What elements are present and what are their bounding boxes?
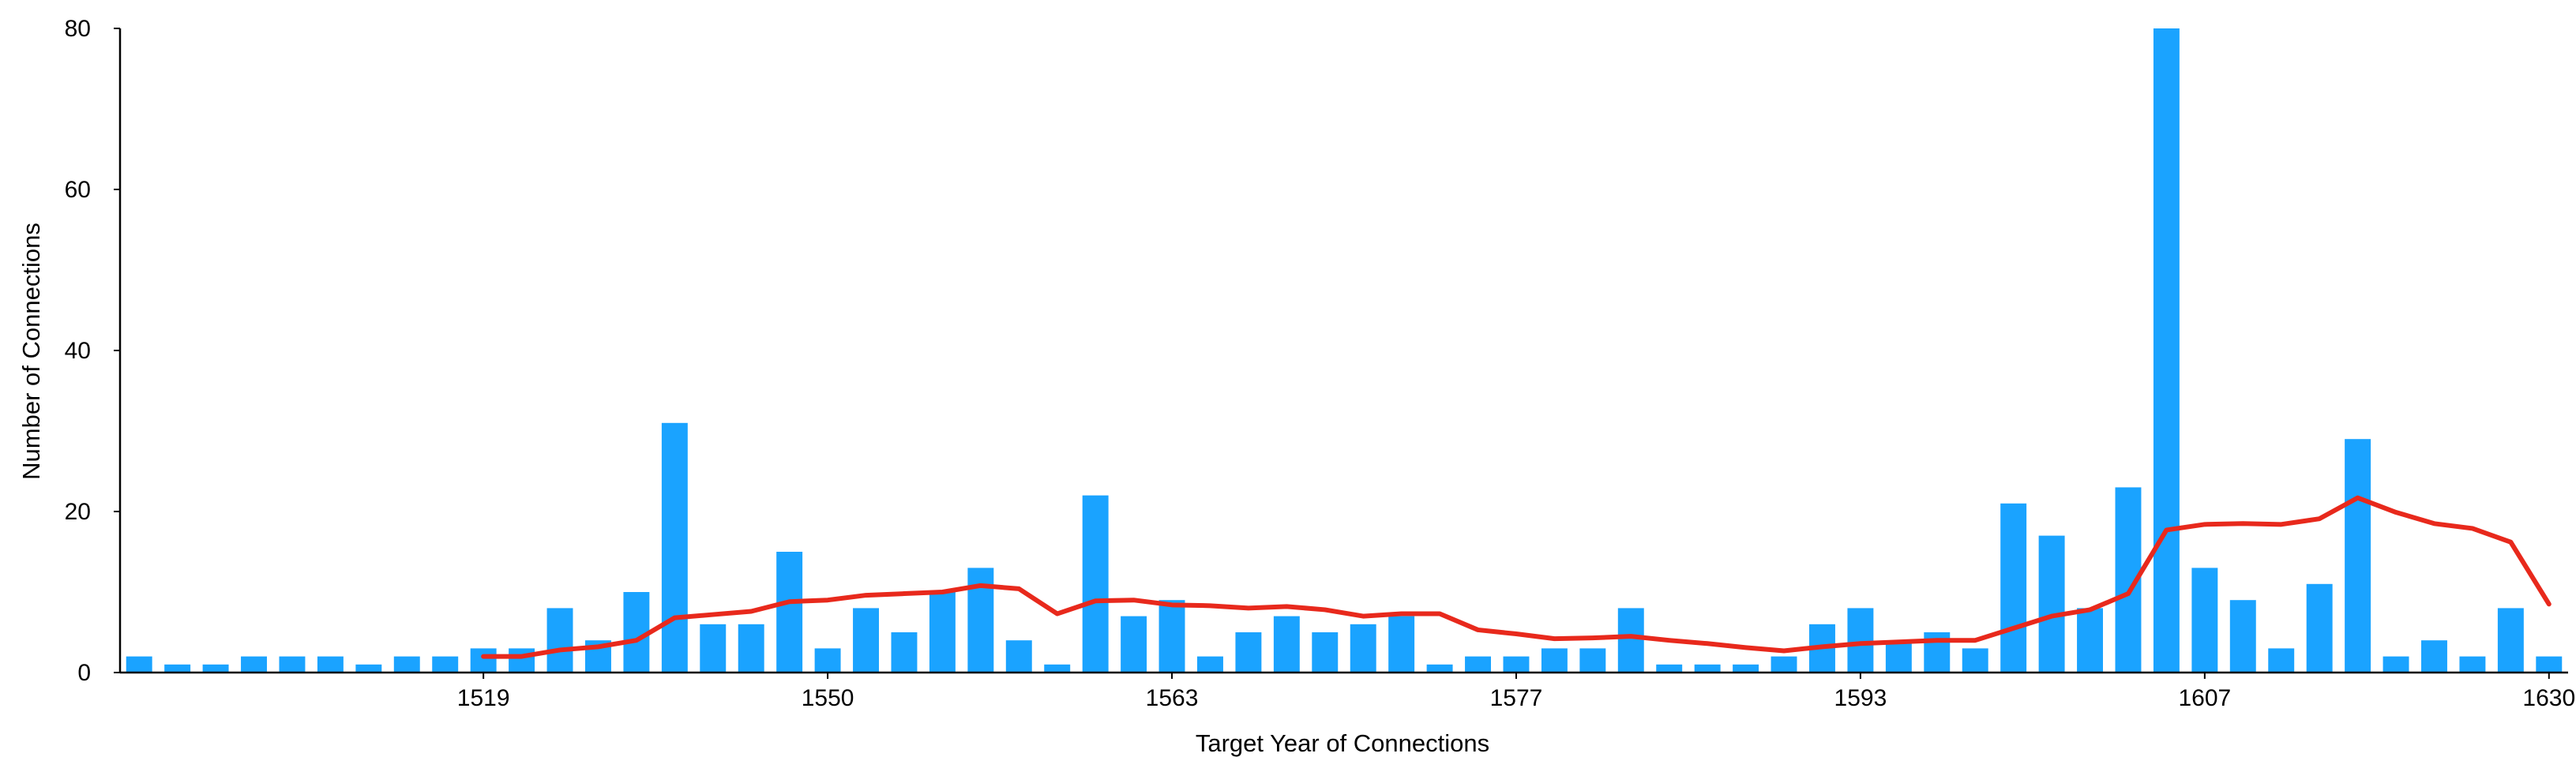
bar-58: [2345, 439, 2371, 673]
bar-54: [2191, 568, 2218, 673]
bar-62: [2497, 608, 2524, 673]
bar-40: [1656, 664, 1683, 673]
bar-27: [1158, 600, 1185, 673]
bar-35: [1465, 656, 1491, 673]
bar-5: [317, 656, 344, 673]
x-tick-label-1519: 1519: [457, 685, 510, 711]
y-tick-label-60: 60: [65, 177, 91, 203]
bar-4: [279, 656, 306, 673]
bar-16: [738, 624, 764, 673]
y-tick-label-80: 80: [65, 16, 91, 42]
bar-39: [1617, 608, 1644, 673]
bar-24: [1044, 664, 1071, 673]
bar-45: [1847, 608, 1874, 673]
y-ticks-group: 0 20 40 60 80: [65, 16, 120, 686]
bar-15: [700, 624, 727, 673]
bar-21: [929, 592, 956, 673]
bar-51: [2077, 608, 2103, 673]
bar-32: [1350, 624, 1376, 673]
bar-13: [623, 592, 650, 673]
bar-19: [853, 608, 879, 673]
bar-31: [1312, 632, 1339, 673]
bar-25: [1082, 495, 1109, 673]
bar-3: [241, 656, 267, 673]
x-tick-label-1563: 1563: [1146, 685, 1199, 711]
bar-60: [2421, 640, 2447, 673]
bar-34: [1426, 664, 1453, 673]
bar-46: [1885, 640, 1912, 673]
x-tick-label-1593: 1593: [1834, 685, 1887, 711]
bar-28: [1197, 656, 1223, 673]
bar-37: [1541, 648, 1568, 673]
bar-53: [2153, 28, 2180, 673]
x-tick-label-1630: 1630: [2522, 685, 2575, 711]
bar-9: [470, 648, 497, 673]
trend-line-group: [481, 495, 2552, 659]
bar-14: [661, 422, 688, 673]
x-tick-label-1607: 1607: [2178, 685, 2231, 711]
bar-30: [1273, 616, 1300, 673]
bar-29: [1235, 632, 1262, 673]
bars-group: [126, 28, 2563, 673]
bar-6: [355, 664, 382, 673]
x-tick-label-1550: 1550: [802, 685, 854, 711]
bar-59: [2383, 656, 2409, 673]
bar-49: [2000, 503, 2027, 673]
y-tick-label-40: 40: [65, 338, 91, 364]
bar-48: [1962, 648, 1988, 673]
bar-7: [393, 656, 420, 673]
bar-18: [814, 648, 841, 673]
bar-11: [546, 608, 573, 673]
bar-61: [2459, 656, 2486, 673]
y-tick-label-20: 20: [65, 499, 91, 525]
bar-55: [2229, 600, 2256, 673]
bar-63: [2536, 656, 2563, 673]
bar-2: [202, 664, 229, 673]
bar-0: [126, 656, 152, 673]
bar-50: [2038, 535, 2065, 673]
bar-20: [891, 632, 918, 673]
bar-56: [2268, 648, 2295, 673]
bar-26: [1121, 616, 1147, 673]
x-axis-title: Target Year of Connections: [1196, 729, 1489, 757]
bar-23: [1005, 640, 1032, 673]
bar-17: [776, 552, 803, 673]
bar-10: [509, 648, 535, 673]
x-tick-label-1577: 1577: [1490, 685, 1543, 711]
bar-41: [1694, 664, 1721, 673]
y-axis-title: Number of Connections: [17, 223, 45, 480]
bar-57: [2306, 583, 2333, 673]
bar-36: [1503, 656, 1530, 673]
bar-1: [164, 664, 191, 673]
y-tick-label-0: 0: [77, 660, 91, 686]
bar-38: [1579, 648, 1606, 673]
x-ticks-group: 1519 1550 1563 1577 1593 1607 1630: [457, 673, 2575, 711]
trend-line-0: [481, 495, 2552, 659]
bar-43: [1771, 656, 1797, 673]
bar-8: [432, 656, 459, 673]
bar-42: [1733, 664, 1759, 673]
bar-33: [1388, 616, 1415, 673]
